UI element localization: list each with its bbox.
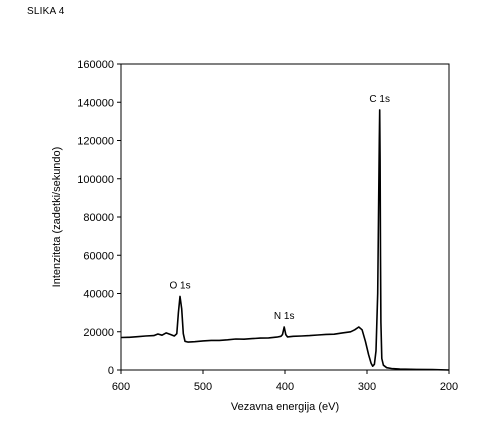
peak-label: C 1s [369,94,390,105]
y-tick-label: 40000 [83,289,114,301]
y-tick-label: 80000 [83,212,114,224]
plot-frame [120,63,450,371]
figure-label: SLIKA 4 [27,6,65,17]
x-tick-label: 600 [112,381,130,393]
y-tick-label: 140000 [77,97,114,109]
x-tick-label: 500 [194,381,212,393]
y-tick-label: 100000 [77,174,114,186]
y-axis-title: Intenziteta (zadetki/sekundo) [51,147,63,288]
peak-label: N 1s [274,311,295,322]
x-tick-label: 300 [358,381,376,393]
x-axis-ticks: 600 500 400 300 200 [112,370,458,393]
y-tick-label: 120000 [77,136,114,148]
x-tick-label: 200 [440,381,458,393]
axes [120,63,450,371]
peak-label: O 1s [169,280,190,291]
y-tick-label: 0 [108,365,114,377]
x-tick-label: 400 [276,381,294,393]
y-tick-label: 60000 [83,250,114,262]
y-tick-label: 160000 [77,59,114,71]
peak-annotations: O 1s N 1s C 1s [169,94,390,322]
y-axis-ticks: 0 20000 40000 60000 80000 100000 120000 140000 1… [77,59,121,377]
x-axis-title: Vezavna energija (eV) [231,401,339,413]
y-tick-label: 20000 [83,327,114,339]
spectrum-line [120,109,450,371]
